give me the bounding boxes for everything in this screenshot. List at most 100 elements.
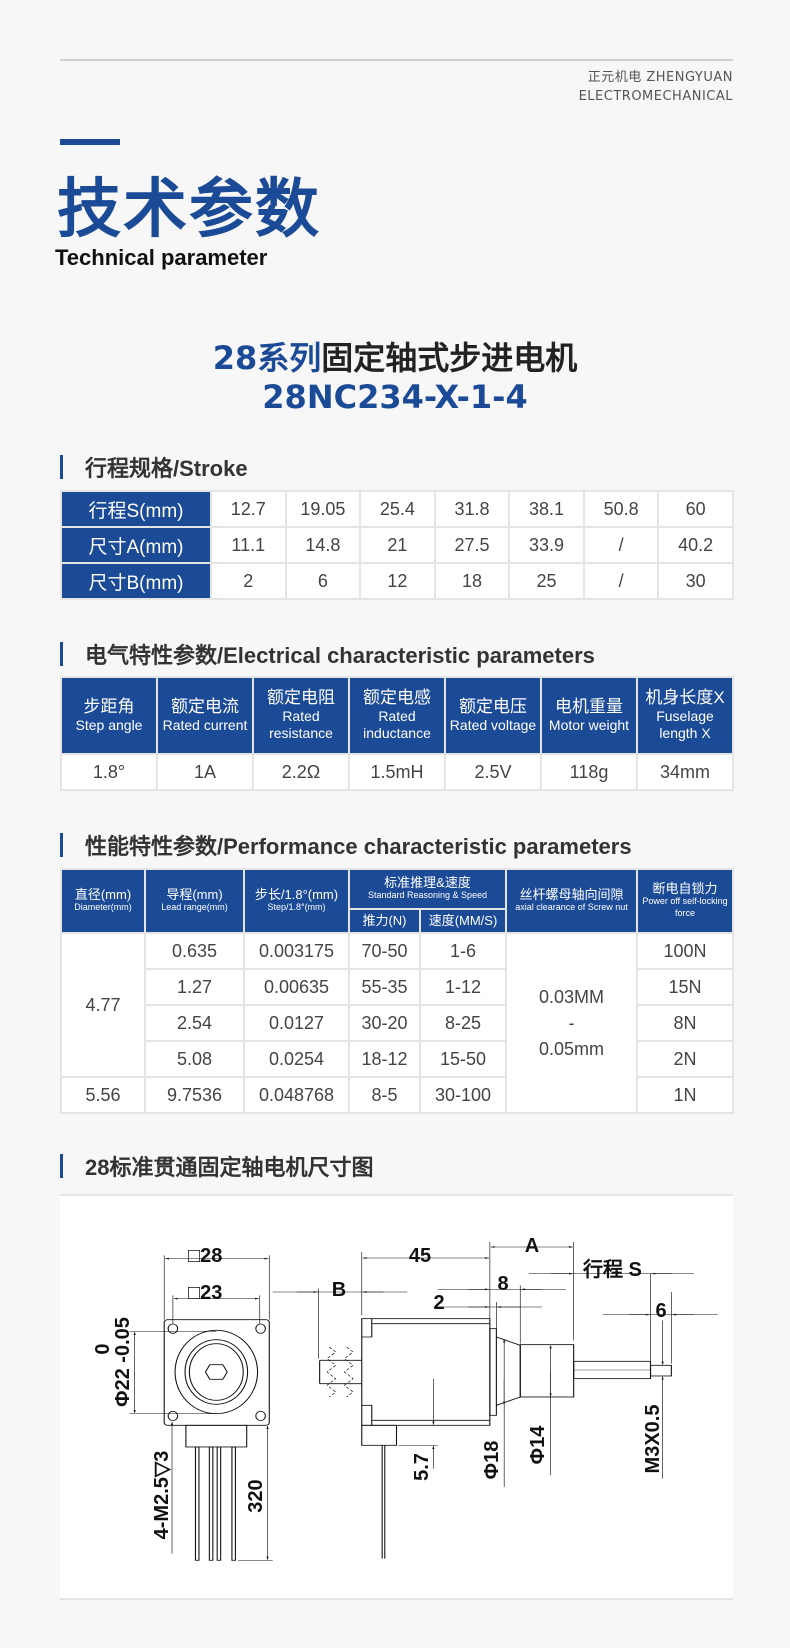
- dim-8: 8: [497, 1273, 508, 1295]
- cell: 25.4: [361, 492, 434, 526]
- clearance-line1: 0.03MM: [538, 987, 605, 1007]
- electrical-table: 步距角 Step angle 额定电流 Rated current 额定电阻 Rated …: [60, 676, 734, 791]
- hex-nut: [204, 1364, 228, 1380]
- top-divider: [60, 59, 733, 61]
- dim-A: A: [525, 1235, 539, 1257]
- dim-sq23: □23: [188, 1282, 222, 1304]
- motor-boss: [519, 1344, 575, 1398]
- page-subtitle: Technical parameter: [55, 245, 268, 270]
- brand: 正元机电 ZHENGYUAN ELECTROMECHANICAL: [579, 68, 733, 106]
- thrust-cell: 18-12: [350, 1042, 419, 1076]
- speed-cell: 1-12: [421, 970, 505, 1004]
- stroke-row: 尺寸B(mm) 2 6 12 18 25/30: [62, 564, 732, 598]
- performance-table: 直径(mm) Diameter(mm) 导程(mm) Lead range(mm) …: [60, 868, 734, 1114]
- diameter-cell: 5.56: [62, 1078, 144, 1112]
- table-row: 4.77 0.635 0.003175 70-50 1-6 0.03MM - 0.05mm 10…: [62, 934, 732, 1112]
- th-diameter: 直径(mm) Diameter(mm): [62, 870, 144, 932]
- brand-line1: 正元机电 ZHENGYUAN: [587, 70, 733, 85]
- clearance-line3: 0.05mm: [538, 1039, 605, 1059]
- table-row: 2.54 0.0127 30-20 8-25 8N: [62, 1006, 732, 1040]
- cell: 18: [435, 564, 509, 598]
- header-cell: 机身长度X Fuselage length X: [638, 678, 732, 753]
- stroke-row: 尺寸A(mm) 11.1 14.8 21 27.5 33.9/40.2: [62, 528, 732, 562]
- section-title: 28标准贯通固定轴电机尺寸图: [85, 1155, 374, 1180]
- product-series: 28系列固定轴式步进电机: [0, 333, 790, 379]
- section-marker: [60, 642, 63, 666]
- cell: 118g: [542, 755, 636, 789]
- header-en: Rated resistance: [269, 708, 333, 741]
- speed-cell: 8-25: [421, 1006, 505, 1040]
- lead-cell: 0.635: [146, 934, 243, 968]
- motor-dimension-drawing: □28 □23 0 Φ22 -0.05 4-M2.5▽3 320 45 A 行程…: [92, 1235, 718, 1561]
- stroke-row: 行程S(mm) 12.7 19.05 25.4 31.8 38.1 50.8 60: [62, 492, 732, 526]
- step-cell: 0.0127: [245, 1006, 348, 1040]
- th-speed: 速度(MM/S): [421, 910, 505, 932]
- cell: 33.9: [510, 528, 583, 562]
- section-marker: [60, 455, 63, 479]
- dim-sq28: □28: [188, 1245, 222, 1267]
- lock-cell: 1N: [638, 1078, 732, 1112]
- cell: 30: [659, 564, 732, 598]
- cell: 14.8: [286, 528, 360, 562]
- header-cell: 额定电感 Rated inductance: [350, 678, 444, 753]
- th-standard: 标准推理&速度 Standard Reasoning & Speed: [350, 870, 505, 908]
- lead-cell: 1.27: [146, 970, 243, 1004]
- header-en: Step angle: [75, 716, 143, 733]
- table-row: 1.27 0.00635 55-35 1-12 15N: [62, 970, 732, 1004]
- accent-bar: [60, 139, 120, 145]
- cell: 12: [361, 564, 434, 598]
- dim-5-7: 5.7: [411, 1453, 433, 1481]
- section-performance-heading: 性能特性参数/Performance characteristic parame…: [60, 829, 632, 861]
- lock-cell: 15N: [638, 970, 732, 1004]
- cell: 27.5: [435, 528, 509, 562]
- step-cell: 0.003175: [245, 934, 348, 968]
- speed-cell: 1-6: [421, 934, 505, 968]
- lead-cell: 2.54: [146, 1006, 243, 1040]
- header-cn: 机身长度X: [645, 688, 725, 707]
- clearance-line2: -: [568, 1013, 575, 1033]
- th-clearance: 丝杆螺母轴向间隙 axial clearance of Screw nut: [507, 870, 636, 932]
- clearance-cell: 0.03MM - 0.05mm: [507, 934, 636, 1112]
- cell: 34mm: [638, 755, 732, 789]
- cell: 50.8: [584, 492, 658, 526]
- header-cell: 额定电流 Rated current: [158, 678, 252, 753]
- dim-thread: M3X0.5: [642, 1405, 664, 1474]
- header-cell: 额定电阻 Rated resistance: [254, 678, 348, 753]
- cell: 11.1: [212, 528, 285, 562]
- speed-cell: 30-100: [421, 1078, 505, 1112]
- header-cell: 额定电压 Rated voltage: [446, 678, 540, 753]
- thrust-cell: 30-20: [350, 1006, 419, 1040]
- header-row: 步距角 Step angle 额定电流 Rated current 额定电阻 Rated …: [62, 678, 732, 753]
- row-label: 行程S(mm): [62, 492, 210, 526]
- header-cn: 额定电流: [171, 696, 239, 716]
- cell: 2: [212, 564, 285, 598]
- header-cell: 步距角 Step angle: [62, 678, 156, 753]
- th-step: 步长/1.8°(mm) Step/1.8°(mm): [245, 870, 348, 932]
- row-label: 尺寸A(mm): [62, 528, 210, 562]
- dim-dia14: Φ14: [527, 1425, 549, 1465]
- dim-tol-upper: 0: [92, 1343, 114, 1354]
- step-cell: 0.0254: [245, 1042, 348, 1076]
- th-lead: 导程(mm) Lead range(mm): [146, 870, 243, 932]
- section-marker: [60, 1154, 63, 1178]
- dim-stroke: 行程 S: [582, 1257, 642, 1281]
- header-cn: 电机重量: [555, 696, 623, 716]
- cell: 19.05: [286, 492, 360, 526]
- dim-B: B: [332, 1279, 346, 1301]
- cell: 60: [659, 492, 732, 526]
- cell: 31.8: [435, 492, 509, 526]
- cell: 12.7: [212, 492, 285, 526]
- header-en: Rated current: [162, 716, 248, 733]
- lock-cell: 100N: [638, 934, 732, 968]
- dim-dia22: Φ22 -0.05: [112, 1317, 134, 1407]
- header-cn: 额定电压: [459, 696, 527, 716]
- cell: 1A: [158, 755, 252, 789]
- cell: 40.2: [659, 528, 732, 562]
- header-cell: 电机重量 Motor weight: [542, 678, 636, 753]
- cell: 6: [286, 564, 360, 598]
- series-dark: 固定轴式步进电机: [321, 339, 578, 377]
- brand-line2: ELECTROMECHANICAL: [578, 89, 733, 104]
- th-thrust: 推力(N): [350, 910, 419, 932]
- cell: 21: [361, 528, 434, 562]
- lead-cell: 5.08: [146, 1042, 243, 1076]
